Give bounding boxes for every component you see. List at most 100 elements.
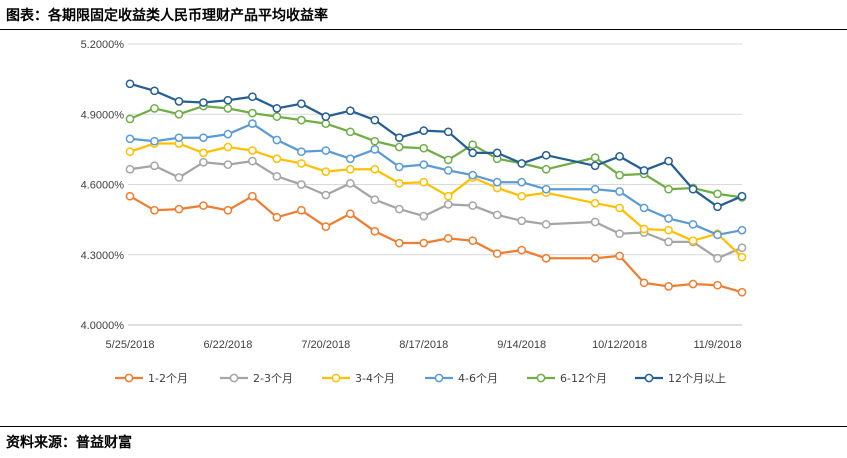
data-point bbox=[199, 201, 208, 210]
data-point bbox=[248, 92, 257, 102]
data-point bbox=[615, 152, 624, 161]
series-3 bbox=[125, 139, 747, 262]
data-point bbox=[223, 205, 233, 215]
data-point bbox=[615, 229, 624, 239]
data-point bbox=[468, 140, 478, 150]
data-point bbox=[223, 95, 233, 105]
data-point bbox=[321, 167, 331, 176]
data-point bbox=[443, 166, 453, 175]
legend-swatch-marker bbox=[331, 373, 341, 383]
data-point bbox=[248, 146, 257, 155]
data-point bbox=[223, 142, 233, 152]
data-point bbox=[664, 184, 673, 194]
legend-label: 6-12个月 bbox=[560, 372, 607, 385]
data-point bbox=[468, 236, 478, 246]
x-tick-label: 7/20/2018 bbox=[301, 339, 350, 351]
data-point bbox=[615, 187, 624, 196]
data-point bbox=[321, 112, 331, 121]
data-point bbox=[590, 253, 600, 263]
data-point bbox=[394, 238, 404, 248]
data-point bbox=[345, 209, 355, 219]
data-point bbox=[468, 170, 478, 180]
data-point bbox=[492, 177, 502, 187]
data-point bbox=[272, 135, 282, 145]
data-point bbox=[468, 201, 478, 210]
legend-swatch-marker bbox=[229, 373, 239, 383]
y-tick-label: 5.2000% bbox=[81, 39, 125, 51]
data-point bbox=[125, 147, 135, 157]
series-line bbox=[129, 104, 743, 199]
data-point bbox=[419, 211, 429, 221]
data-point bbox=[394, 178, 404, 188]
series-line bbox=[129, 122, 743, 236]
y-tick-label: 4.6000% bbox=[81, 180, 125, 192]
data-point bbox=[248, 119, 257, 128]
data-point bbox=[248, 156, 257, 166]
data-point bbox=[174, 204, 184, 214]
legend-swatch-marker bbox=[434, 373, 444, 383]
data-point bbox=[297, 159, 306, 168]
data-point bbox=[615, 203, 624, 213]
data-point bbox=[615, 251, 624, 261]
data-point bbox=[248, 191, 257, 201]
data-point bbox=[174, 97, 184, 106]
data-point bbox=[321, 146, 331, 155]
data-point bbox=[737, 243, 747, 253]
data-point bbox=[517, 245, 527, 255]
data-point bbox=[223, 160, 233, 169]
legend-label: 1-2个月 bbox=[148, 372, 188, 385]
x-tick-label: 6/22/2018 bbox=[203, 339, 252, 351]
data-point bbox=[590, 184, 600, 194]
data-point bbox=[517, 177, 527, 187]
data-point bbox=[590, 161, 600, 171]
data-point bbox=[713, 189, 722, 199]
data-point bbox=[150, 136, 159, 146]
data-point bbox=[737, 225, 747, 235]
data-point bbox=[419, 143, 429, 153]
data-point bbox=[394, 204, 404, 214]
data-point bbox=[443, 155, 453, 165]
bottom-divider bbox=[0, 426, 847, 427]
series-6 bbox=[125, 79, 747, 212]
data-point bbox=[443, 127, 453, 137]
line-chart: 4.0000% 4.3000% 4.6000% 4.9000% 5.2000% 5/25… bbox=[81, 39, 747, 385]
legend-swatch-marker bbox=[644, 373, 654, 383]
data-point bbox=[370, 226, 380, 236]
top-divider bbox=[0, 29, 847, 30]
data-point bbox=[394, 133, 404, 143]
x-tick-label: 11/9/2018 bbox=[693, 339, 741, 351]
data-point bbox=[199, 98, 208, 107]
data-point bbox=[394, 142, 404, 152]
data-point bbox=[174, 109, 184, 119]
data-point bbox=[468, 148, 478, 158]
legend-swatch-marker bbox=[536, 373, 546, 383]
data-point bbox=[664, 225, 673, 235]
series-1 bbox=[125, 191, 747, 297]
data-point bbox=[370, 115, 380, 125]
legend-item: 3-4个月 bbox=[322, 372, 395, 385]
data-point bbox=[419, 160, 429, 169]
legend-item: 2-3个月 bbox=[220, 372, 293, 385]
data-point bbox=[492, 210, 502, 220]
legend-item: 1-2个月 bbox=[115, 372, 188, 385]
data-point bbox=[345, 154, 355, 164]
data-point bbox=[199, 157, 208, 167]
legend-label: 4-6个月 bbox=[458, 372, 498, 385]
data-point bbox=[272, 171, 282, 181]
legend: 1-2个月 2-3个月 3-4个月 4-6个月 6-12个月 12个月以上 bbox=[115, 372, 726, 385]
y-axis-ticks: 4.0000% 4.3000% 4.6000% 4.9000% 5.2000% bbox=[81, 39, 125, 332]
y-tick-label: 4.0000% bbox=[81, 320, 125, 332]
data-point bbox=[297, 147, 306, 157]
data-point bbox=[345, 164, 355, 174]
data-point bbox=[713, 202, 722, 212]
data-point bbox=[125, 114, 135, 124]
data-point bbox=[272, 104, 282, 113]
data-point bbox=[394, 162, 404, 172]
data-point bbox=[125, 191, 135, 201]
legend-item: 12个月以上 bbox=[635, 372, 726, 385]
data-point bbox=[370, 164, 380, 174]
data-point bbox=[639, 224, 649, 234]
series-lines bbox=[125, 79, 747, 297]
data-point bbox=[639, 203, 649, 213]
data-point bbox=[713, 230, 722, 240]
